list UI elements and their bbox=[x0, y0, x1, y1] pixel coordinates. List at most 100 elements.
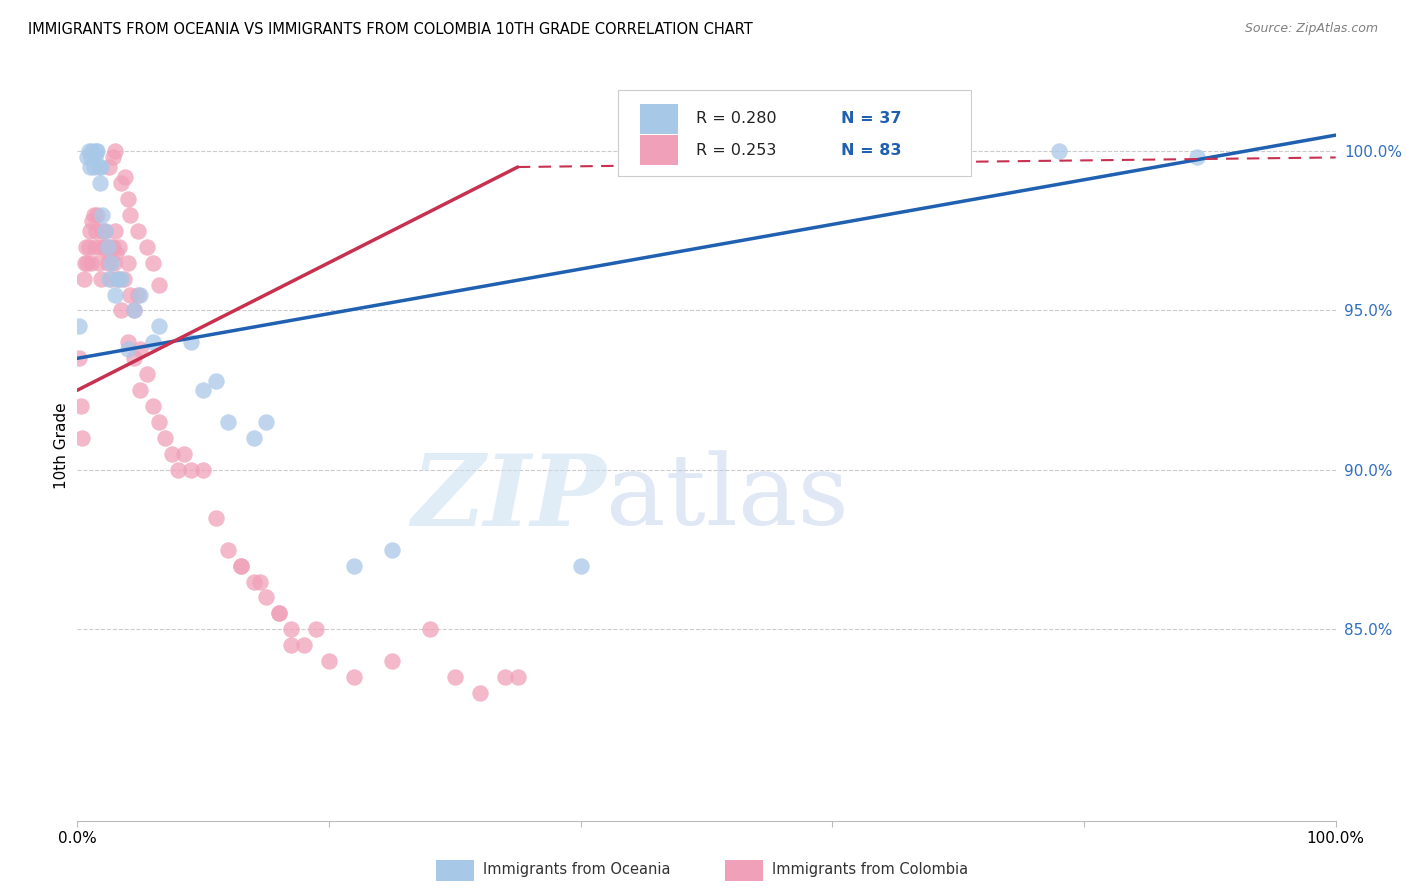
Point bbox=[107, 271, 129, 285]
Point bbox=[84, 151, 107, 165]
Point bbox=[100, 255, 122, 269]
Point bbox=[142, 335, 165, 350]
Point bbox=[82, 144, 104, 158]
Point bbox=[101, 240, 124, 254]
Point bbox=[305, 623, 328, 637]
Text: Immigrants from Colombia: Immigrants from Colombia bbox=[772, 862, 969, 877]
Point bbox=[73, 255, 96, 269]
Point bbox=[381, 542, 404, 557]
Point bbox=[82, 214, 104, 228]
Point bbox=[204, 510, 226, 524]
Point bbox=[108, 240, 131, 254]
Point bbox=[72, 431, 94, 445]
Point bbox=[180, 463, 202, 477]
Point bbox=[160, 447, 183, 461]
Point bbox=[91, 224, 114, 238]
Text: Immigrants from Oceania: Immigrants from Oceania bbox=[482, 862, 671, 877]
Point bbox=[127, 224, 149, 238]
Bar bbox=[725, 860, 763, 880]
Point bbox=[506, 670, 529, 684]
Point bbox=[67, 319, 90, 334]
Point bbox=[83, 160, 105, 174]
Point bbox=[98, 240, 121, 254]
Point bbox=[114, 169, 136, 184]
Point bbox=[444, 670, 467, 684]
Text: R = 0.253: R = 0.253 bbox=[696, 143, 778, 158]
Point bbox=[97, 271, 120, 285]
Y-axis label: 10th Grade: 10th Grade bbox=[53, 402, 69, 490]
Point bbox=[280, 623, 302, 637]
Point bbox=[142, 399, 165, 413]
Text: Source: ZipAtlas.com: Source: ZipAtlas.com bbox=[1244, 22, 1378, 36]
Point bbox=[117, 335, 139, 350]
Point bbox=[122, 303, 145, 318]
Point bbox=[217, 542, 239, 557]
Bar bbox=[640, 135, 678, 165]
Point bbox=[1187, 151, 1209, 165]
Point bbox=[129, 342, 152, 356]
Point bbox=[419, 623, 441, 637]
Text: R = 0.280: R = 0.280 bbox=[696, 112, 778, 126]
Point bbox=[79, 224, 101, 238]
Point bbox=[76, 151, 98, 165]
Point bbox=[112, 271, 135, 285]
Point bbox=[83, 208, 105, 222]
Point bbox=[155, 431, 177, 445]
Point bbox=[97, 246, 120, 260]
Point bbox=[120, 208, 142, 222]
Point bbox=[97, 160, 120, 174]
Point bbox=[107, 271, 129, 285]
Text: ZIP: ZIP bbox=[411, 450, 606, 547]
Point bbox=[135, 368, 157, 382]
Point bbox=[318, 654, 340, 668]
Point bbox=[103, 255, 125, 269]
Point bbox=[86, 144, 108, 158]
Point bbox=[110, 176, 132, 190]
Point bbox=[87, 255, 110, 269]
Point bbox=[135, 240, 157, 254]
Point bbox=[191, 383, 215, 397]
Point bbox=[148, 277, 170, 292]
Point bbox=[173, 447, 195, 461]
Point bbox=[343, 558, 366, 573]
Point bbox=[127, 287, 149, 301]
Point bbox=[90, 160, 112, 174]
Point bbox=[569, 558, 592, 573]
Point bbox=[77, 144, 100, 158]
Point bbox=[129, 287, 152, 301]
Point bbox=[343, 670, 366, 684]
Point bbox=[110, 303, 132, 318]
Point bbox=[204, 374, 226, 388]
Point bbox=[242, 431, 264, 445]
Text: N = 37: N = 37 bbox=[841, 112, 901, 126]
Point bbox=[96, 240, 118, 254]
FancyBboxPatch shape bbox=[619, 90, 970, 177]
Point bbox=[91, 208, 114, 222]
Point bbox=[217, 415, 239, 429]
Point bbox=[242, 574, 264, 589]
Point bbox=[129, 383, 152, 397]
Point bbox=[117, 342, 139, 356]
Point bbox=[122, 303, 145, 318]
Point bbox=[84, 240, 107, 254]
Point bbox=[94, 224, 117, 238]
Point bbox=[104, 144, 127, 158]
Point bbox=[67, 351, 90, 366]
Point bbox=[76, 255, 98, 269]
Point bbox=[117, 192, 139, 206]
Point bbox=[267, 607, 290, 621]
Text: N = 83: N = 83 bbox=[841, 143, 901, 158]
Point bbox=[167, 463, 190, 477]
Point bbox=[191, 463, 215, 477]
Point bbox=[229, 558, 252, 573]
Point bbox=[122, 351, 145, 366]
Point bbox=[89, 176, 111, 190]
Point bbox=[90, 271, 112, 285]
Point bbox=[79, 160, 101, 174]
Point bbox=[105, 246, 128, 260]
Point bbox=[254, 415, 277, 429]
Point bbox=[280, 638, 302, 652]
Point bbox=[93, 240, 115, 254]
Point bbox=[254, 591, 277, 605]
Point bbox=[77, 240, 100, 254]
